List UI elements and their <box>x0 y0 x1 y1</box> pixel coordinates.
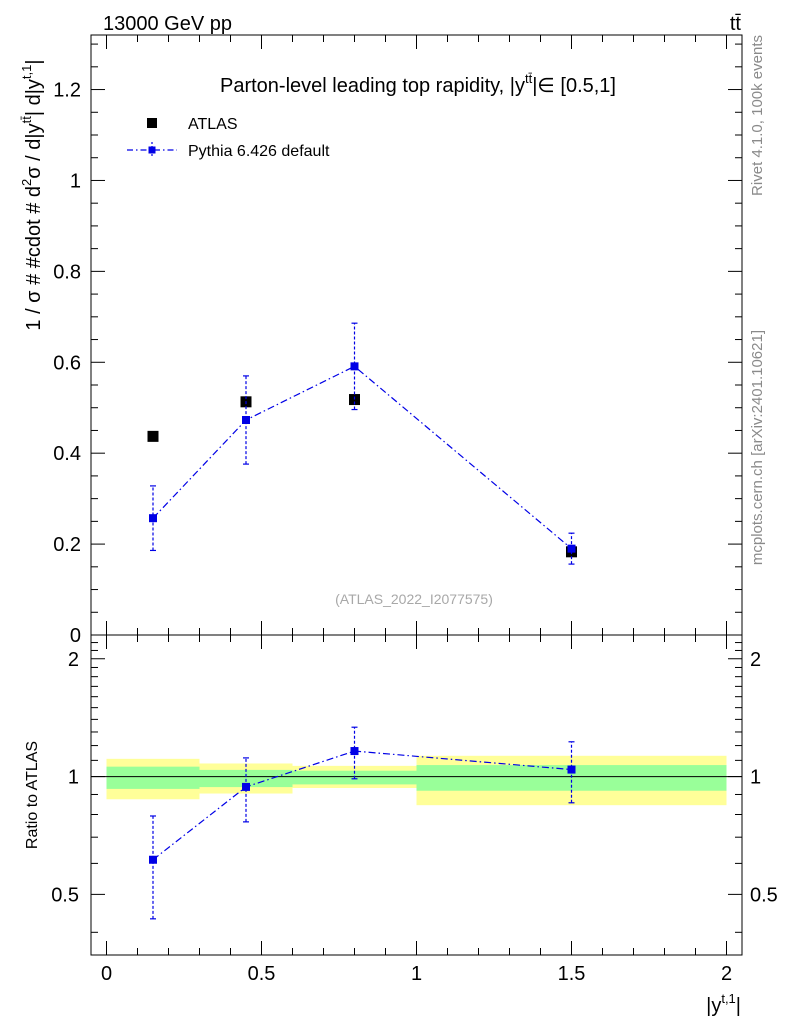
chart-title-main: Parton-level leading top rapidity, |y <box>220 75 525 97</box>
pythia-point <box>350 362 359 371</box>
main-ytick-label: 0.4 <box>53 443 81 465</box>
ratio-bands <box>106 755 727 806</box>
main-panel: 0 0.2 0.4 0.6 0.8 1 1.2 Parton-level leading t… <box>19 34 743 647</box>
xtick-labels: 0 0.5 1 1.5 2 <box>101 963 732 985</box>
ratio-band-inner <box>106 766 200 789</box>
ratio-ytick-label: 2 <box>68 649 79 671</box>
main-ylabel: 1 / σ # #cdot # d2σ / d|ytt̄| d|yt,1| <box>19 59 45 330</box>
xtick-label: 0 <box>101 963 112 985</box>
ratio-ytick-label-right: 1 <box>750 767 761 789</box>
ratio-pythia-point <box>149 855 157 864</box>
xtick-label: 0.5 <box>248 963 276 985</box>
pythia-point <box>242 416 250 424</box>
energy-label: 13000 GeV pp <box>103 13 232 35</box>
ratio-pythia-point <box>567 765 576 774</box>
ratio-ytick-labels: 0.5 0.5 1 1 2 2 <box>51 649 778 907</box>
main-axis-ticks <box>91 35 742 636</box>
pythia-point <box>567 544 576 553</box>
chart-title: Parton-level leading top rapidity, |ytt̄… <box>220 71 616 97</box>
source-label: mcplots.cern.ch [arXiv:2401.10621] <box>749 330 766 565</box>
rivet-label: Rivet 4.1.0, 100k events <box>749 35 766 196</box>
atlas-point <box>147 430 159 442</box>
ratio-ytick-label: 0.5 <box>51 884 79 906</box>
legend-pythia-label: Pythia 6.426 default <box>188 143 330 160</box>
ratio-ytick-label-right: 0.5 <box>750 884 778 906</box>
main-ytick-label: 0 <box>70 625 81 647</box>
pythia-point <box>149 514 157 523</box>
legend-atlas-marker <box>147 118 157 128</box>
ratio-series <box>149 726 576 920</box>
ratio-pythia-point <box>242 782 250 791</box>
ratio-axis-ticks <box>91 635 742 955</box>
main-ytick-label: 0.6 <box>53 352 81 374</box>
chart-title-suffix: |∈ [0.5,1] <box>532 75 616 97</box>
xtick-label: 1.5 <box>558 963 586 985</box>
x-axis-label: |yt,1| <box>706 991 741 1017</box>
ratio-ytick-label: 1 <box>68 767 79 789</box>
main-ytick-label: 0.8 <box>53 261 81 283</box>
xtick-label: 2 <box>721 963 732 985</box>
legend: ATLAS Pythia 6.426 default <box>127 116 330 160</box>
xtick-label: 1 <box>411 963 422 985</box>
main-ytick-label: 0.2 <box>53 534 81 556</box>
analysis-watermark: (ATLAS_2022_I2077575) <box>335 591 493 607</box>
main-ytick-label: 1.2 <box>53 80 81 102</box>
ratio-panel: 0.5 0.5 1 1 2 2 0 0.5 1 1.5 2 Ratio to ATLAS |yt,… <box>24 634 778 1017</box>
legend-pythia-marker <box>148 146 156 154</box>
ratio-ylabel: Ratio to ATLAS <box>24 741 41 849</box>
ratio-pythia-line <box>152 750 572 861</box>
chart-title-sup: tt̄ <box>525 71 533 86</box>
main-series <box>147 322 577 565</box>
main-ytick-label: 1 <box>70 170 81 192</box>
legend-atlas-label: ATLAS <box>188 116 238 133</box>
pythia-line <box>152 365 572 550</box>
process-label: tt̄ <box>730 13 742 35</box>
ratio-ytick-label-right: 2 <box>750 649 761 671</box>
ratio-band-inner <box>199 769 293 788</box>
main-ytick-labels: 0 0.2 0.4 0.6 0.8 1 1.2 <box>53 80 81 647</box>
ratio-pythia-point <box>350 747 359 756</box>
